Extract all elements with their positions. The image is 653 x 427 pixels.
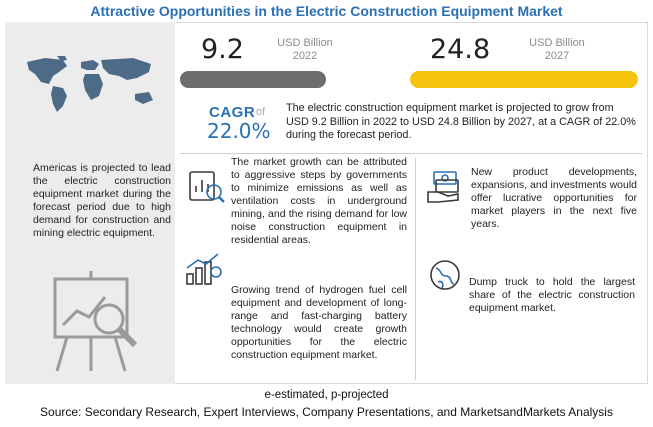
page-title: Attractive Opportunities in the Electric… bbox=[90, 3, 563, 19]
globe-icon bbox=[430, 260, 460, 290]
block-text-opportunities: Growing trend of hydrogen fuel cell equi… bbox=[231, 284, 407, 361]
cagr-value: 22.0% bbox=[207, 119, 271, 143]
projection-text: The electric construction equipment mark… bbox=[286, 102, 636, 141]
value-2022: 9.2 bbox=[201, 34, 244, 65]
unit-2027-label: USD Billion bbox=[529, 37, 585, 49]
block-text-growth-drivers: The market growth can be attributed to a… bbox=[231, 156, 407, 246]
bar-2022 bbox=[180, 71, 326, 88]
cagr-label: CAGR bbox=[209, 104, 256, 121]
growth-chart-icon bbox=[186, 253, 222, 285]
unit-2027: USD Billion 2027 bbox=[522, 37, 592, 63]
block-text-product-developments: New product developments, expansions, an… bbox=[471, 166, 637, 230]
unit-2022: USD Billion 2022 bbox=[272, 37, 338, 63]
money-hand-icon bbox=[427, 171, 459, 203]
value-2027: 24.8 bbox=[430, 34, 491, 65]
unit-2022-label: USD Billion bbox=[277, 37, 333, 49]
year-2022: 2022 bbox=[292, 50, 318, 62]
bar-2027 bbox=[410, 71, 638, 88]
world-map-icon bbox=[27, 56, 153, 112]
horizontal-divider bbox=[180, 153, 642, 154]
footnote: e-estimated, p-projected bbox=[264, 389, 389, 401]
block-text-dump-truck: Dump truck to hold the largest share of … bbox=[469, 276, 635, 314]
year-2027: 2027 bbox=[544, 50, 570, 62]
left-panel: Americas is projected to lead the electr… bbox=[5, 22, 175, 384]
vertical-divider bbox=[415, 158, 416, 380]
cagr-of: of bbox=[256, 106, 266, 118]
left-panel-text: Americas is projected to lead the electr… bbox=[33, 162, 171, 239]
source-note: Source: Secondary Research, Expert Inter… bbox=[40, 405, 613, 419]
analysis-report-icon bbox=[189, 171, 225, 203]
presentation-chart-icon bbox=[53, 271, 138, 372]
